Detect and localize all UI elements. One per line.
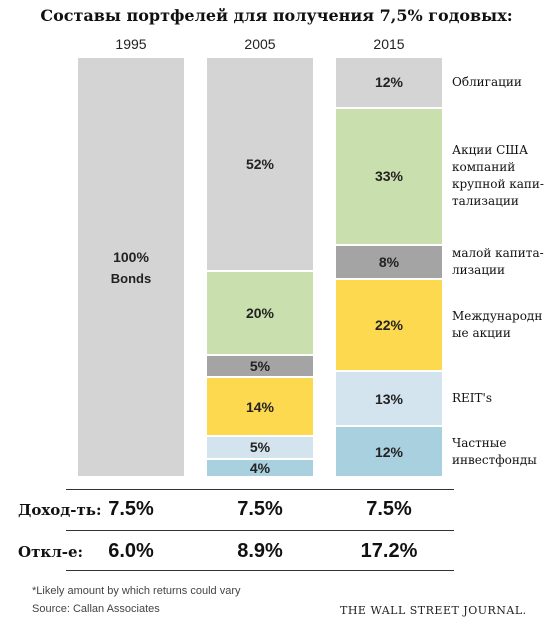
category-label: малой капита- лизации (452, 245, 544, 277)
bar-segment: 5% (207, 355, 313, 377)
category-label: Международн ые акции (452, 309, 543, 341)
row-divider (66, 530, 196, 531)
bar-segment: 14% (207, 378, 313, 436)
row-divider (324, 489, 454, 490)
bar-segment: 13% (336, 372, 442, 426)
data-sublabel: Bonds (110, 270, 152, 286)
year-label: 2005 (244, 36, 276, 52)
data-label: 22% (374, 317, 404, 334)
data-label: 5% (249, 357, 271, 374)
data-label: 52% (245, 156, 275, 173)
bar-segment: 33% (336, 108, 442, 244)
row-divider (195, 530, 325, 531)
footnote: *Likely amount by which returns could va… (32, 585, 241, 597)
row-value: 6.0% (108, 540, 154, 562)
bar-segment: 5% (207, 437, 313, 458)
data-label: 33% (374, 168, 404, 185)
data-label: 100% (113, 248, 149, 265)
bar-segment: 12% (336, 58, 442, 107)
bar-segment: 22% (336, 280, 442, 370)
category-label: Акции США компаний крупной капи- тализац… (452, 143, 544, 209)
row-label: Откл-е: (18, 543, 84, 561)
bar-segment: 100% Bonds (78, 58, 184, 476)
bar-segment: 4% (207, 459, 313, 476)
row-value: 7.5% (108, 498, 154, 520)
data-label: 13% (374, 390, 404, 407)
row-value: 7.5% (366, 498, 412, 520)
category-label: Частные инвестфонды (452, 435, 537, 467)
year-label: 2015 (373, 36, 405, 52)
row-value: 17.2% (360, 540, 418, 562)
bar-segment: 20% (207, 272, 313, 354)
category-label: REIT's (452, 391, 492, 406)
row-label: Доход-ть: (18, 501, 102, 519)
bar-segment: 8% (336, 245, 442, 279)
data-label: 12% (374, 74, 404, 91)
row-divider (195, 489, 325, 490)
row-divider (66, 489, 196, 490)
data-label: 5% (249, 439, 271, 456)
row-value: 7.5% (237, 498, 283, 520)
publisher-logo: THE WALL STREET JOURNAL. (340, 604, 527, 617)
row-divider (66, 570, 196, 571)
category-label: Облигации (452, 74, 522, 89)
chart-title: Составы портфелей для получения 7,5% год… (40, 6, 513, 25)
row-divider (324, 530, 454, 531)
data-label: 20% (245, 304, 275, 321)
data-label: 8% (378, 253, 400, 270)
bar-segment: 52% (207, 58, 313, 271)
row-divider (195, 570, 325, 571)
row-value: 8.9% (237, 540, 283, 562)
bar-segment: 12% (336, 427, 442, 476)
data-label: 14% (245, 398, 275, 415)
row-divider (324, 570, 454, 571)
data-label: 4% (249, 459, 271, 476)
data-label: 12% (374, 443, 404, 460)
year-label: 1995 (115, 36, 147, 52)
source-note: Source: Callan Associates (32, 603, 160, 615)
